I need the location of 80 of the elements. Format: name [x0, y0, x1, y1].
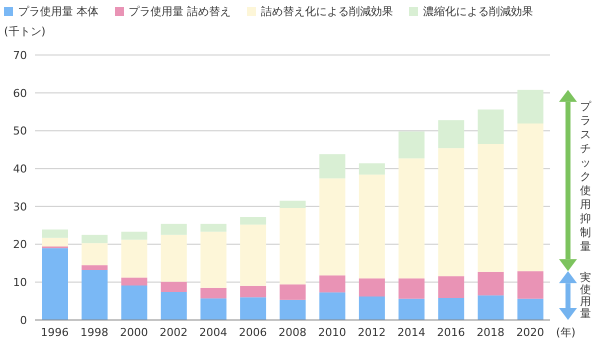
- bar: [200, 288, 226, 298]
- bar: [121, 232, 148, 240]
- legend-label: 濃縮化による削減効果: [423, 4, 533, 19]
- y-tick-label: 40: [13, 162, 27, 176]
- y-tick-label: 70: [13, 48, 27, 62]
- bar: [319, 178, 346, 276]
- bar: [319, 292, 346, 320]
- bar: [438, 298, 464, 320]
- bar: [200, 298, 226, 320]
- x-tick-label: 2020: [516, 326, 544, 339]
- bar: [280, 200, 306, 208]
- x-tick-label: 2002: [160, 326, 188, 339]
- x-axis-title: (年): [556, 325, 576, 340]
- bar: [398, 278, 425, 299]
- bar: [517, 90, 544, 124]
- bar: [82, 234, 108, 244]
- bar: [121, 278, 148, 286]
- legend-label: プラ使用量 本体: [18, 4, 98, 19]
- x-tick-label: 2000: [120, 326, 148, 339]
- bar: [200, 224, 226, 232]
- bar: [398, 298, 425, 320]
- x-tick-label: 2006: [238, 326, 267, 339]
- bar: [478, 272, 504, 296]
- bar: [240, 217, 266, 225]
- bar: [160, 292, 187, 320]
- x-tick-label: 2014: [397, 326, 426, 339]
- bar: [517, 124, 544, 272]
- bar: [42, 248, 68, 320]
- bar: [121, 286, 148, 320]
- bar: [82, 270, 108, 320]
- x-tick-label: 2016: [436, 326, 465, 339]
- bar: [280, 300, 306, 320]
- x-tick-label: 2008: [278, 326, 306, 339]
- x-tick-label: 2018: [476, 326, 505, 339]
- y-tick-label: 0: [20, 314, 27, 327]
- bar: [358, 278, 385, 297]
- x-tick-label: 2012: [358, 326, 386, 339]
- x-tick-label: 1996: [40, 326, 69, 339]
- bar: [160, 234, 187, 282]
- bar: [319, 154, 346, 178]
- bar: [438, 120, 464, 148]
- bar: [42, 238, 68, 247]
- y-axis-title: (千トン): [4, 24, 46, 39]
- bar: [240, 286, 266, 298]
- legend-label: プラ使用量 詰め替え: [128, 4, 231, 19]
- bar: [82, 243, 108, 266]
- bar: [160, 224, 187, 235]
- bar: [517, 271, 544, 299]
- bar: [438, 276, 464, 298]
- bar: [160, 282, 187, 292]
- bar: [280, 208, 306, 284]
- bar: [398, 158, 425, 278]
- y-tick-label: 60: [13, 86, 27, 100]
- y-tick-label: 50: [13, 124, 27, 138]
- bar: [280, 284, 306, 300]
- x-tick-label: 2004: [199, 326, 228, 339]
- bar: [319, 275, 346, 292]
- y-tick-label: 10: [13, 276, 27, 290]
- bar: [358, 174, 385, 278]
- text: 実使用量: [580, 271, 592, 320]
- y-tick-label: 30: [13, 200, 27, 214]
- bar: [438, 148, 464, 276]
- bar: [200, 232, 226, 288]
- x-tick-label: 1998: [80, 326, 108, 339]
- bar: [240, 297, 266, 320]
- x-tick-label: 2010: [318, 326, 346, 339]
- bar: [240, 224, 266, 286]
- bar: [478, 295, 504, 320]
- bar: [398, 131, 425, 158]
- bar: [42, 230, 68, 238]
- y-tick-label: 20: [13, 238, 27, 252]
- bar: [478, 144, 504, 272]
- bar: [358, 163, 385, 175]
- bar: [358, 296, 385, 320]
- bar: [478, 110, 504, 144]
- text: プラスチック使用抑制量: [580, 100, 591, 253]
- legend-label: 詰め替え化による削減効果: [261, 4, 393, 19]
- bar: [517, 298, 544, 320]
- bar: [82, 265, 108, 270]
- bar: [121, 240, 148, 278]
